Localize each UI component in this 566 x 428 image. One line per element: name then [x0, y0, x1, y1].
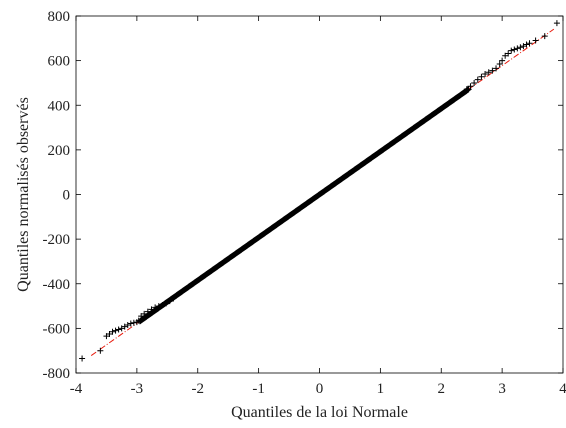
data-point — [520, 43, 527, 50]
data-point — [499, 57, 506, 64]
data-point — [482, 71, 489, 78]
data-point — [505, 50, 512, 57]
data-point — [514, 45, 521, 52]
y-tick-label: 800 — [48, 9, 71, 25]
data-point — [471, 79, 478, 86]
data-point — [115, 326, 122, 333]
data-point — [163, 300, 170, 307]
data-point — [478, 73, 485, 80]
data-point — [155, 303, 162, 310]
data-point — [144, 308, 151, 315]
x-axis-ticks: -4 -3 -2 -1 0 1 2 3 4 — [70, 16, 566, 397]
data-point — [517, 44, 524, 51]
data-point — [166, 298, 173, 305]
x-tick-label: -1 — [252, 381, 265, 397]
data-point — [170, 295, 177, 302]
data-point — [79, 355, 86, 362]
data-point — [526, 40, 533, 47]
data-point — [106, 330, 113, 337]
data-point — [97, 347, 104, 354]
data-point — [112, 327, 119, 334]
y-tick-label: -800 — [43, 366, 71, 382]
data-point — [118, 325, 125, 332]
data-point — [109, 328, 116, 335]
x-tick-label: -4 — [70, 381, 83, 397]
x-tick-label: 2 — [438, 381, 446, 397]
data-point — [159, 301, 166, 308]
x-tick-label: 4 — [559, 381, 566, 397]
data-point — [511, 46, 518, 53]
data-point — [152, 304, 159, 311]
data-point — [474, 76, 481, 83]
y-axis-label: Quantiles normalisés observés — [15, 97, 32, 292]
data-point — [127, 320, 134, 327]
x-axis-label: Quantiles de la loi Normale — [231, 404, 408, 421]
data-point — [103, 333, 110, 340]
data-point — [141, 310, 148, 317]
data-point — [467, 83, 474, 90]
y-tick-label: 0 — [63, 188, 71, 204]
data-point — [523, 41, 530, 48]
y-tick-label: -600 — [43, 321, 71, 337]
data-point — [485, 69, 492, 76]
y-tick-label: 400 — [48, 98, 71, 114]
x-tick-label: -2 — [192, 381, 205, 397]
y-tick-label: -200 — [43, 232, 71, 248]
data-point — [135, 317, 142, 324]
data-point — [541, 33, 548, 40]
y-tick-label: -400 — [43, 277, 71, 293]
data-point — [493, 65, 500, 72]
y-tick-label: 200 — [48, 143, 71, 159]
y-axis-ticks: -800 -600 -400 -200 0 200 400 600 800 — [43, 9, 563, 382]
data-point — [508, 47, 515, 54]
data-point — [463, 86, 470, 93]
x-tick-label: 1 — [377, 381, 385, 397]
data-point — [124, 322, 131, 329]
data-points — [79, 20, 560, 362]
y-tick-label: 600 — [48, 54, 71, 70]
data-point — [532, 37, 539, 44]
x-tick-label: 3 — [498, 381, 506, 397]
data-point — [121, 323, 128, 330]
data-point — [130, 319, 137, 326]
data-point — [138, 313, 145, 320]
x-tick-label: 0 — [316, 381, 324, 397]
data-point — [148, 306, 155, 313]
data-point — [502, 52, 509, 59]
data-point — [489, 67, 496, 74]
data-point — [496, 60, 503, 67]
data-point — [553, 20, 560, 27]
x-tick-label: -3 — [131, 381, 144, 397]
